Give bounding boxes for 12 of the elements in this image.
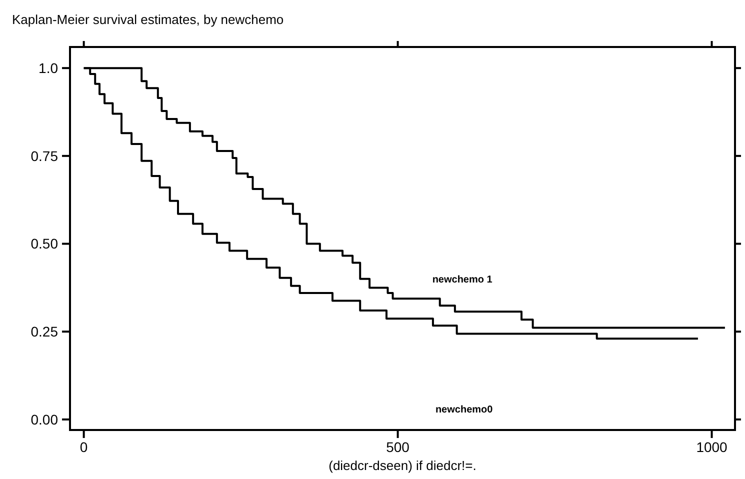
y-tick-label: 0.25 — [30, 324, 58, 340]
annotation: newchemo0 — [435, 404, 494, 416]
x-tick-label: 1000 — [696, 439, 728, 455]
x-axis-title: (diedcr-dseen) if diedcr!=. — [328, 458, 476, 473]
chart-title: Kaplan-Meier survival estimates, by newchemo — [12, 12, 284, 27]
x-tick-label: 500 — [386, 439, 410, 455]
y-tick-label: 0.50 — [30, 236, 58, 252]
y-tick-label: 1.0 — [38, 60, 58, 76]
x-tick-label: 0 — [80, 439, 88, 455]
y-tick-label: 0.75 — [30, 148, 58, 164]
y-tick-label: 0.00 — [30, 411, 58, 428]
series-label: newchemo 1 — [432, 274, 493, 286]
